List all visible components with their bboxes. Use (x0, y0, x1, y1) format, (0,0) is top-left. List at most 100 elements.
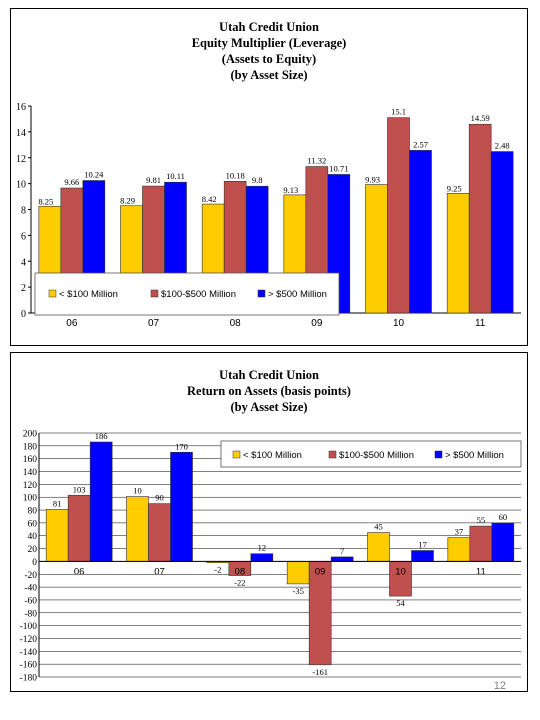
data-label: 37 (455, 527, 464, 537)
bar (490, 151, 514, 314)
data-label: 81 (53, 498, 62, 508)
y-tick-label: -120 (20, 635, 38, 645)
data-label: 60 (499, 512, 508, 522)
legend-swatch (328, 450, 337, 459)
x-tick-label: 08 (235, 566, 246, 577)
y-tick-label: 60 (28, 519, 38, 529)
y-tick-label: 100 (23, 494, 38, 504)
x-tick-label: 10 (395, 566, 406, 577)
chart2-title-line: (by Asset Size) (230, 400, 308, 414)
chart1-title-line: Utah Credit Union (219, 20, 319, 34)
y-tick-label: -60 (24, 596, 37, 606)
bar (491, 522, 515, 562)
bar (365, 184, 388, 314)
y-tick-label: 6 (21, 231, 26, 242)
y-tick-label: 16 (16, 102, 26, 113)
y-tick-label: -20 (24, 571, 37, 581)
x-tick-label: 10 (393, 318, 405, 329)
data-label: -22 (234, 578, 245, 588)
bar (45, 509, 69, 562)
bar (409, 150, 432, 314)
legend-label: > $500 Million (445, 450, 504, 461)
legend-box (34, 272, 340, 316)
data-label: 8.42 (202, 194, 217, 204)
chart1-title: Utah Credit Union Equity Multiplier (Lev… (11, 19, 527, 83)
data-label: 9.81 (146, 175, 161, 185)
legend-label: < $100 Million (59, 289, 118, 300)
data-label: 7 (340, 546, 344, 556)
chart1-title-line: (by Asset Size) (230, 68, 308, 82)
data-label: 2.48 (495, 141, 510, 151)
bar (468, 123, 492, 314)
y-tick-label: -180 (20, 674, 38, 684)
data-label: -2 (214, 565, 221, 575)
x-tick-label: 06 (66, 318, 78, 329)
data-label: 10.18 (226, 170, 245, 180)
x-tick-label: 11 (476, 566, 486, 577)
legend-label: $100-$500 Million (161, 289, 236, 300)
y-tick-label: 0 (21, 309, 26, 320)
y-tick-label: 120 (23, 481, 38, 491)
data-label: -161 (312, 667, 328, 677)
y-tick-label: 12 (16, 154, 26, 165)
data-label: 103 (73, 484, 86, 494)
y-tick-label: 10 (16, 180, 26, 191)
bar (411, 550, 434, 562)
y-tick-label: -40 (24, 584, 37, 594)
chart1-title-line: Equity Multiplier (Leverage) (191, 36, 347, 50)
y-tick-label: 40 (28, 532, 38, 542)
data-label: 9.25 (447, 183, 462, 193)
y-tick-label: 4 (21, 257, 26, 268)
y-tick-label: 20 (28, 545, 38, 555)
bar (367, 532, 390, 562)
chart2-title: Utah Credit Union Return on Assets (basi… (11, 367, 527, 415)
bar (446, 193, 470, 314)
data-label: 45 (374, 522, 383, 532)
bar (250, 553, 274, 562)
data-label: 54 (396, 598, 405, 608)
x-tick-label: 09 (311, 318, 323, 329)
x-tick-label: 07 (154, 566, 165, 577)
y-tick-label: 8 (21, 206, 26, 217)
bar (330, 556, 354, 562)
legend-label: < $100 Million (243, 450, 302, 461)
data-label: 8.29 (120, 196, 135, 206)
y-tick-label: 200 (23, 430, 38, 440)
y-tick-label: 0 (32, 558, 37, 568)
data-label: 10 (133, 486, 142, 496)
bar (469, 525, 493, 562)
data-label: 12 (258, 543, 267, 553)
data-label: 9.8 (252, 175, 263, 185)
equity-multiplier-chart-panel: Utah Credit Union Equity Multiplier (Lev… (10, 8, 528, 346)
data-label: 170 (175, 441, 188, 451)
data-label: 10.71 (329, 163, 348, 173)
data-label: 9.93 (365, 175, 380, 185)
bar (387, 117, 410, 314)
x-tick-label: 06 (74, 566, 85, 577)
data-label: 15.1 (391, 107, 406, 117)
y-tick-label: 80 (28, 507, 38, 517)
bar (67, 494, 91, 562)
legend-swatch (48, 289, 57, 298)
legend-swatch (434, 450, 443, 459)
chart2-title-line: Return on Assets (basis points) (187, 384, 351, 398)
data-label: 17 (418, 540, 427, 550)
bar (286, 561, 310, 585)
chart2-title-line: Utah Credit Union (219, 368, 319, 382)
data-label: 9.66 (64, 177, 79, 187)
bar (126, 496, 149, 562)
data-label: 9.13 (283, 185, 298, 195)
data-label: 186 (95, 431, 108, 441)
data-label: 14.59 (471, 113, 490, 123)
data-label: 10.24 (84, 170, 104, 180)
data-label: 11.32 (307, 156, 326, 166)
legend-label: $100-$500 Million (339, 450, 414, 461)
y-tick-label: 14 (16, 128, 26, 139)
data-label: -35 (292, 586, 303, 596)
x-tick-label: 09 (315, 566, 326, 577)
y-tick-label: 160 (23, 455, 38, 465)
data-label: 55 (477, 515, 486, 525)
legend-swatch (257, 289, 266, 298)
bar (447, 537, 471, 562)
bar (148, 503, 171, 562)
